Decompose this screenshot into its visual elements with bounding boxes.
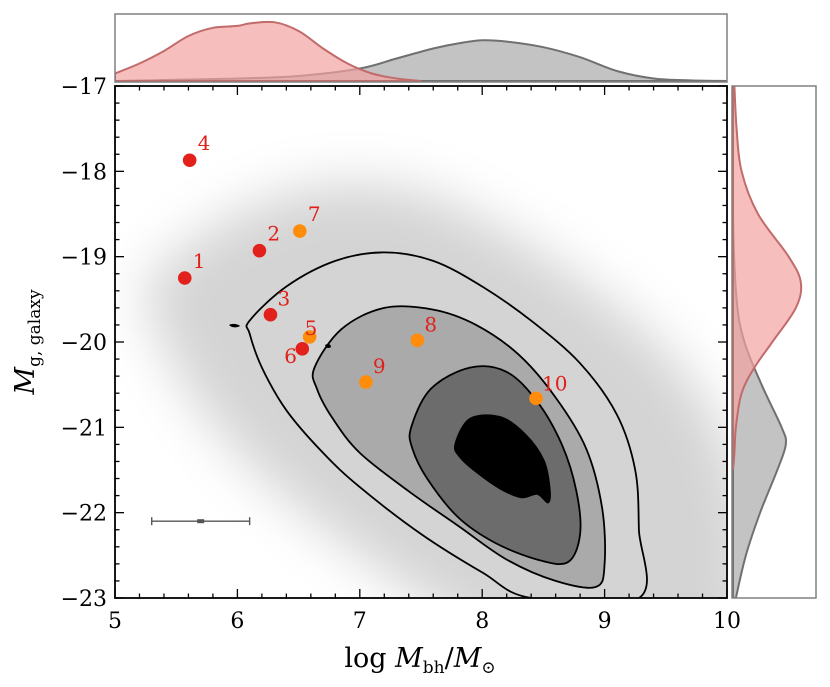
top-marginal-panel [114, 13, 728, 83]
y-tick-label: −23 [61, 587, 107, 612]
contour-level-4 [453, 414, 551, 504]
x-tick-label: 5 [108, 609, 122, 634]
y-tick-label: −19 [61, 246, 107, 271]
contour-island-mid [325, 343, 331, 349]
x-axis-label-sub2: ⊙ [481, 658, 495, 678]
density-contours [245, 251, 648, 598]
x-axis-label-prefix: log [344, 643, 395, 674]
y-tick-label: −18 [61, 160, 107, 185]
error-bar-center [197, 519, 205, 524]
x-tick-label: 10 [713, 609, 741, 634]
point-label-3: 3 [277, 287, 290, 311]
point-8 [410, 333, 425, 348]
y-axis-label-sub: g, galaxy [25, 289, 45, 367]
point-10 [529, 391, 543, 406]
point-2 [252, 243, 267, 258]
point-label-4: 4 [198, 131, 211, 155]
point-7 [293, 224, 307, 238]
x-axis-label-m2: M [453, 643, 483, 674]
x-axis-label-slash: / [445, 643, 455, 674]
top-panel-frame [114, 13, 728, 83]
x-axis-label-m1: M [394, 643, 424, 674]
point-label-2: 2 [267, 222, 280, 246]
point-label-1: 1 [193, 249, 206, 273]
y-tick-label: −17 [61, 75, 107, 100]
point-9 [359, 375, 373, 389]
point-label-9: 9 [373, 354, 386, 378]
right-panel-frame [731, 85, 817, 599]
typical-error-bar [151, 517, 251, 526]
point-label-5: 5 [305, 316, 318, 340]
data-points: 1 2 3 4 56 7 8 9 10 [177, 131, 568, 406]
y-axis-label-m: M [10, 366, 41, 396]
right-kde-red [732, 86, 803, 471]
x-tick-label: 7 [353, 609, 367, 634]
axis-ticks [114, 85, 728, 599]
y-axis-label: Mg, galaxy [10, 289, 45, 396]
x-tick-label: 8 [475, 609, 489, 634]
right-marginal-panel [731, 85, 817, 599]
x-axis-label-sub1: bh [423, 658, 445, 678]
point-label-8: 8 [424, 312, 437, 336]
point-label-7: 7 [308, 202, 321, 226]
point-5 [302, 330, 317, 344]
axis-tick-labels: 5 6 7 8 9 10−17−18−19−20−21−22−23 [61, 75, 741, 634]
point-label-10: 10 [542, 371, 567, 395]
point-label-6: 6 [284, 344, 297, 368]
point-4 [182, 153, 197, 168]
point-6 [295, 342, 310, 356]
point-1 [177, 271, 192, 285]
y-tick-label: −21 [61, 416, 107, 441]
point-3 [263, 307, 278, 322]
top-kde-red [115, 20, 422, 82]
x-tick-label: 6 [230, 609, 244, 634]
contour-island-left [229, 323, 240, 328]
y-tick-label: −20 [61, 331, 107, 356]
y-tick-label: −22 [61, 502, 107, 527]
x-axis-label: log Mbh/M⊙ [344, 643, 495, 678]
x-tick-label: 9 [598, 609, 612, 634]
